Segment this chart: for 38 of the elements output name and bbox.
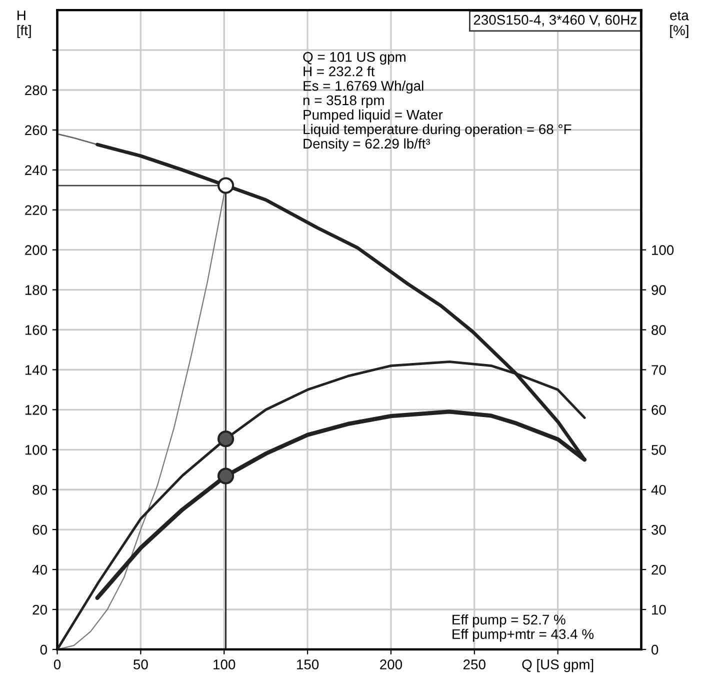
y-tick-label: 260 [25, 125, 48, 136]
x-tick-label: 0 [54, 660, 61, 670]
y-tick-label: 20 [32, 604, 48, 615]
x-tick-label: 200 [380, 660, 402, 670]
y-tick-label: 240 [25, 165, 48, 176]
y2-tick-label: 50 [652, 444, 666, 455]
y-tick-label: 220 [25, 205, 48, 216]
y2-axis-title: eta [%] [670, 11, 689, 38]
x-tick-label: 250 [464, 660, 486, 670]
y2-tick-label: 60 [652, 405, 666, 415]
y2-tick-label: 0 [652, 644, 658, 655]
y-tick-label: 120 [25, 405, 48, 415]
y2-tick-label: 90 [652, 285, 666, 295]
y-axis-title: H [ft] [17, 10, 31, 38]
y2-tick-label: 80 [652, 325, 666, 335]
x-tick-label: 50 [134, 660, 148, 670]
annotation: Q = 101 US gpm H = 232.2 ft Es = 1.6769 Wh/gal n = 3518 rpm Pumped liquid = Water Liquid temperature during operation = 68 °F Density = 62.29 lb/ft³ [303, 52, 572, 152]
y-tick-label: 80 [32, 484, 48, 495]
y-tick-label: 200 [25, 245, 48, 256]
annotation: Eff pump = 52.7 % Eff pump+mtr = 43.4 % [452, 614, 594, 642]
x-tick-label: Q [US gpm] [522, 659, 594, 672]
y2-tick-label: 10 [652, 604, 666, 615]
y2-tick-label: 30 [652, 524, 666, 535]
annotation: 230S150-4, 3*460 V, 60Hz [474, 14, 636, 26]
x-tick-label: 100 [214, 660, 236, 670]
y2-tick-label: 20 [652, 564, 666, 575]
y2-tick-label: 40 [651, 484, 666, 495]
y2-tick-label: 100 [652, 245, 674, 256]
y2-tick-label: 70 [652, 365, 666, 375]
y-tick-label: 160 [25, 325, 48, 335]
x-tick-label: 150 [297, 660, 319, 670]
y-tick-label: 100 [25, 444, 48, 455]
y-tick-label: 40 [32, 564, 48, 575]
y-tick-label: 280 [25, 85, 48, 96]
y-tick-label: 60 [32, 524, 48, 535]
y-tick-label: 140 [25, 365, 48, 375]
y-tick-label: 180 [25, 285, 48, 295]
y-tick-label: 0 [40, 644, 47, 655]
